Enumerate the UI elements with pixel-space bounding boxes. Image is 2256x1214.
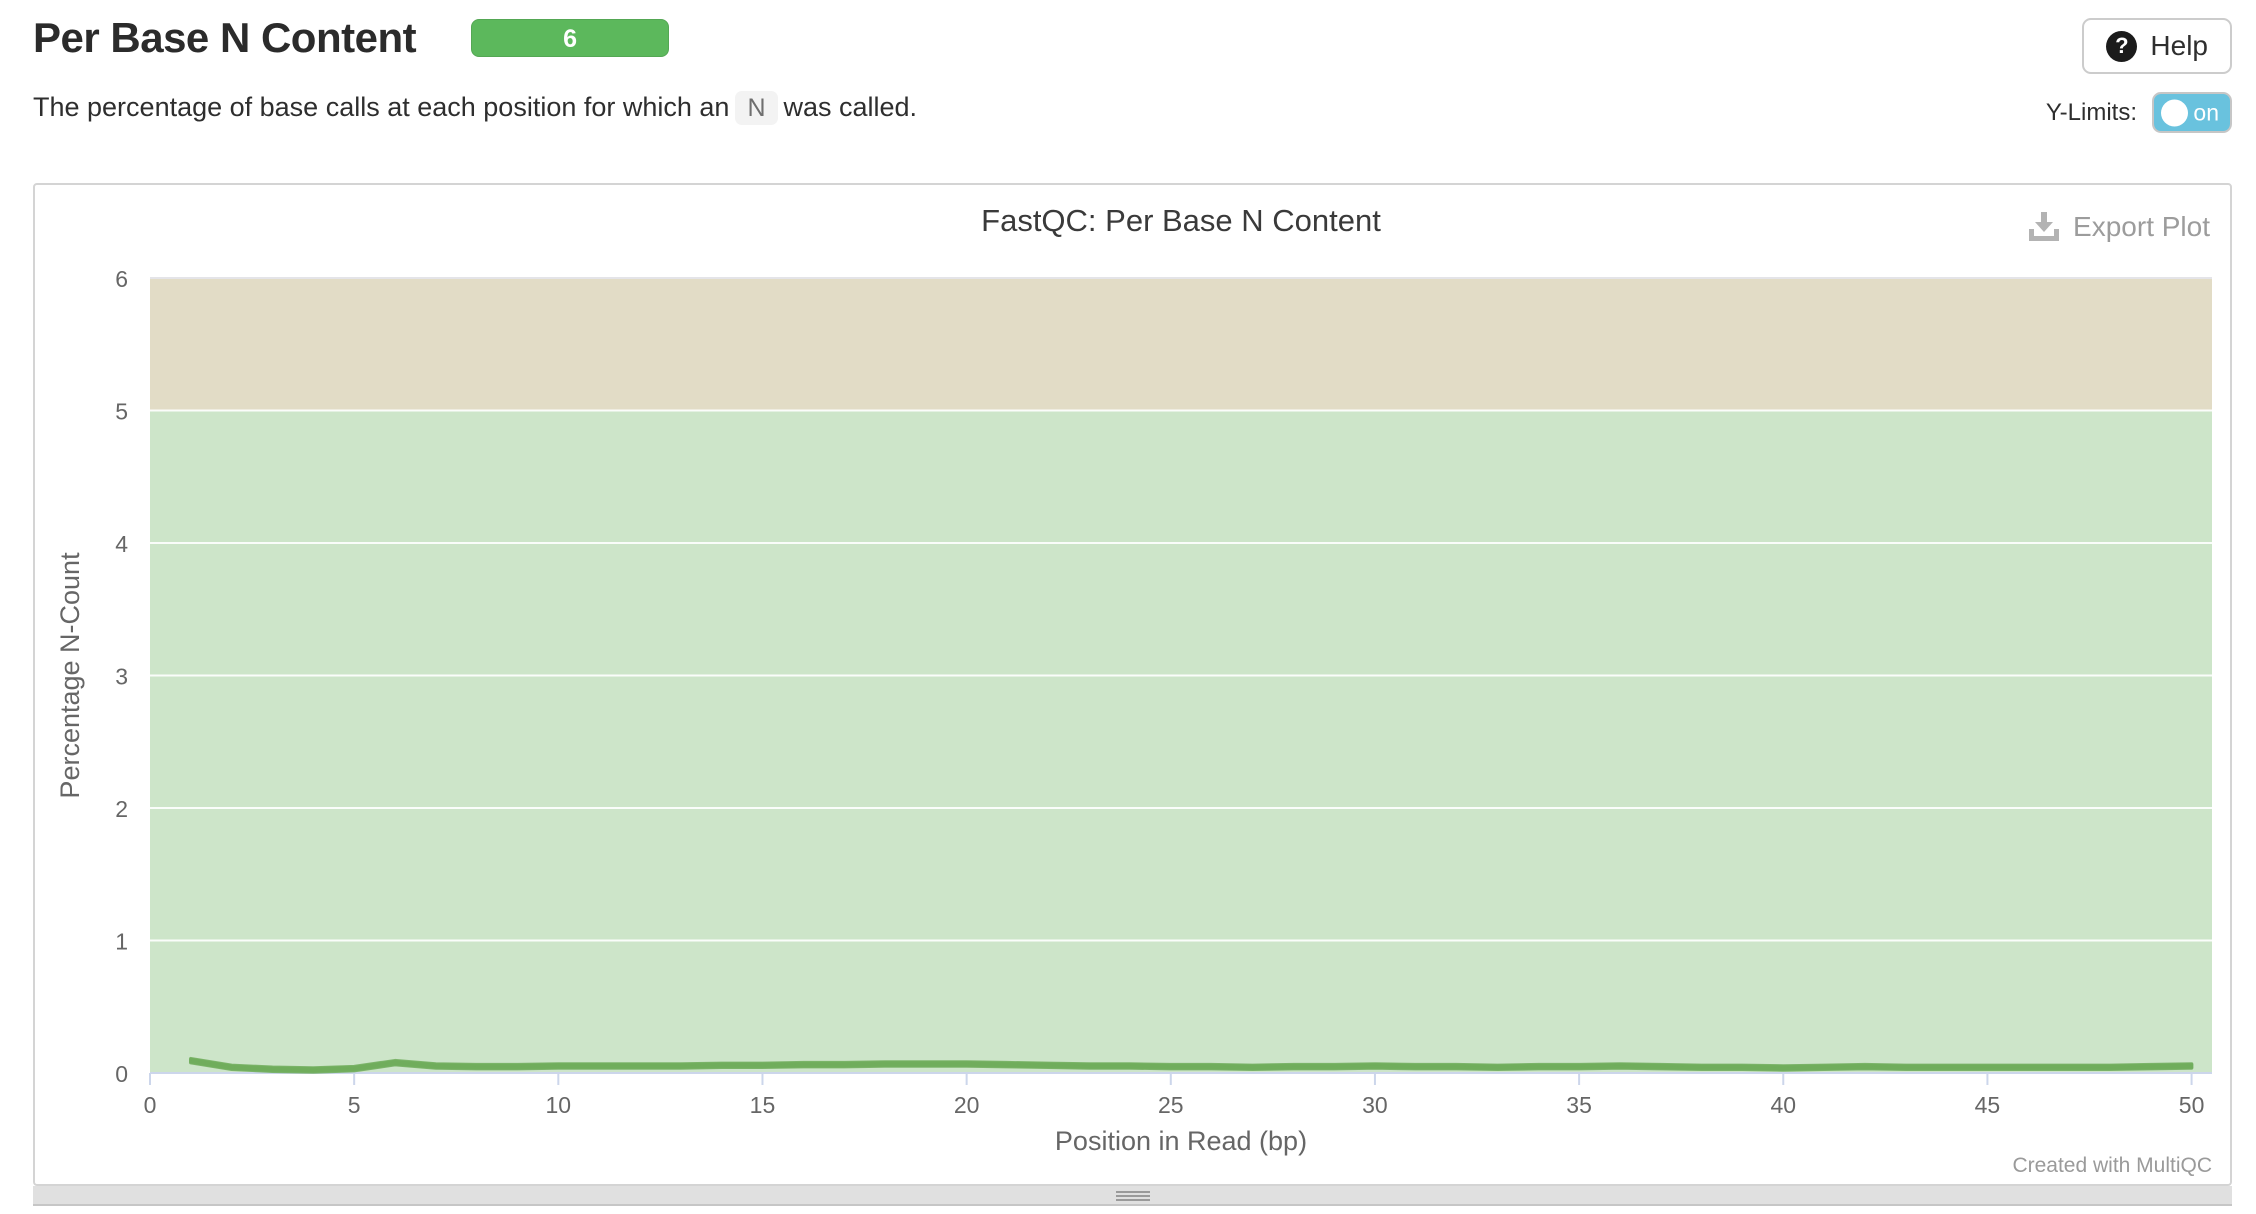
y-tick-label: 5 [115,399,128,425]
download-icon [2029,212,2060,241]
y-limits-control: Y-Limits: on [2046,92,2232,133]
y-axis-title: Percentage N-Count [55,552,85,799]
y-tick-label: 4 [115,531,128,557]
y-tick-label: 6 [115,266,128,292]
x-tick-label: 5 [348,1092,361,1118]
export-plot-button[interactable]: Export Plot [2028,211,2210,243]
sample-count-badge[interactable]: 6 [471,19,670,57]
section-description: The percentage of base calls at each pos… [33,91,918,125]
credit-label: Created with MultiQC [2012,1154,2212,1177]
x-tick-label: 0 [144,1092,157,1118]
x-tick-label: 50 [2179,1092,2205,1118]
x-tick-label: 10 [546,1092,572,1118]
title-row: Per Base N Content 6 [33,14,670,62]
x-tick-label: 45 [1975,1092,2001,1118]
x-axis-title: Position in Read (bp) [1055,1126,1307,1156]
question-circle-icon: ? [2106,30,2138,62]
toggle-state-label: on [2193,99,2219,125]
y-tick-label: 3 [115,664,128,690]
x-tick-label: 35 [1566,1092,1592,1118]
sample-line [189,1060,2194,1073]
plot-panel: FastQC: Per Base N Content Export Plot 0… [33,183,2232,1186]
inline-code-n: N [735,91,778,125]
x-tick-label: 15 [750,1092,776,1118]
x-tick-label: 25 [1158,1092,1184,1118]
y-limits-toggle[interactable]: on [2152,92,2232,133]
y-tick-label: 2 [115,796,128,822]
help-button[interactable]: ? Help [2082,18,2232,74]
description-text-before: The percentage of base calls at each pos… [33,92,730,122]
section-header: Per Base N Content 6 ? Help The percenta… [33,0,2232,183]
help-button-label: Help [2150,30,2208,61]
y-tick-label: 0 [115,1061,128,1087]
section-title: Per Base N Content [33,14,417,61]
band-warn [150,278,2212,411]
sample-line [189,1056,2194,1070]
chart-title: FastQC: Per Base N Content [981,203,1381,238]
toggle-knob [2161,99,2188,126]
grip-icon [1115,1191,1150,1201]
export-plot-label: Export Plot [2073,211,2210,242]
description-text-after: was called. [783,92,918,122]
plot-resize-handle[interactable] [33,1186,2232,1206]
y-limits-label: Y-Limits: [2045,98,2137,126]
x-tick-label: 40 [1770,1092,1796,1118]
y-tick-label: 1 [115,929,128,955]
x-tick-label: 30 [1362,1092,1388,1118]
x-tick-label: 20 [954,1092,980,1118]
band-pass [150,410,2212,1073]
